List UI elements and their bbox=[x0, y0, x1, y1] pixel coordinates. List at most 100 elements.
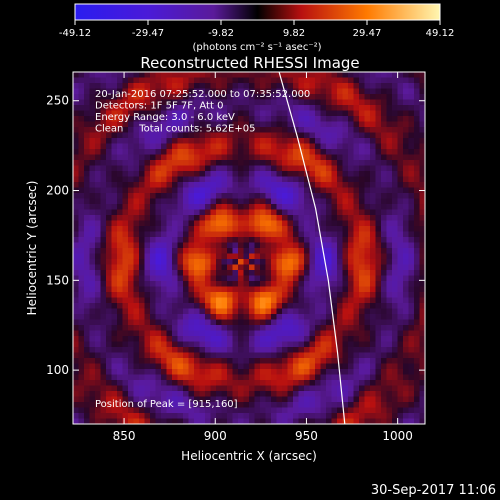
heatmap-cell bbox=[408, 292, 415, 299]
heatmap-cell bbox=[95, 132, 102, 139]
heatmap-cell bbox=[221, 380, 228, 387]
heatmap-cell bbox=[287, 297, 294, 304]
heatmap-cell bbox=[271, 385, 278, 392]
heatmap-cell bbox=[381, 253, 388, 260]
heatmap-cell bbox=[183, 231, 190, 238]
heatmap-cell bbox=[364, 325, 371, 332]
heatmap-cell bbox=[106, 171, 113, 178]
heatmap-cell bbox=[227, 308, 234, 315]
heatmap-cell bbox=[106, 72, 113, 79]
heatmap-cell bbox=[342, 259, 349, 266]
heatmap-cell bbox=[386, 182, 393, 189]
heatmap-cell bbox=[315, 391, 322, 398]
heatmap-cell bbox=[293, 171, 300, 178]
heatmap-cell bbox=[326, 363, 333, 370]
heatmap-cell bbox=[117, 385, 124, 392]
heatmap-cell bbox=[342, 88, 349, 95]
heatmap-cell bbox=[227, 110, 234, 117]
heatmap-cell bbox=[309, 363, 316, 370]
heatmap-cell bbox=[155, 88, 162, 95]
heatmap-cell bbox=[403, 242, 410, 249]
colorbar-gradient bbox=[74, 3, 441, 21]
heatmap-cell bbox=[221, 116, 228, 123]
heatmap-cell bbox=[304, 176, 311, 183]
heatmap-cell bbox=[271, 347, 278, 354]
heatmap-cell bbox=[419, 77, 425, 84]
heatmap-cell bbox=[260, 286, 267, 293]
heatmap-cell bbox=[397, 281, 404, 288]
heatmap-cell bbox=[364, 165, 371, 172]
heatmap-cell bbox=[287, 242, 294, 249]
heatmap-cell bbox=[315, 314, 322, 321]
heatmap-cell bbox=[73, 72, 80, 79]
heatmap-cell bbox=[73, 297, 80, 304]
heatmap-cell bbox=[392, 171, 399, 178]
heatmap-cell bbox=[353, 336, 360, 343]
heatmap-cell bbox=[210, 380, 217, 387]
heatmap-cell bbox=[337, 231, 344, 238]
heatmap-cell bbox=[326, 127, 333, 134]
heatmap-cell bbox=[95, 160, 102, 167]
heatmap-cell bbox=[304, 407, 311, 414]
heatmap-cell bbox=[78, 341, 85, 348]
heatmap-cell bbox=[304, 110, 311, 117]
heatmap-cell bbox=[337, 226, 344, 233]
heatmap-cell bbox=[254, 347, 261, 354]
heatmap-cell bbox=[144, 303, 151, 310]
heatmap-cell bbox=[249, 270, 256, 277]
heatmap-cell bbox=[84, 160, 91, 167]
heatmap-cell bbox=[216, 143, 223, 150]
heatmap-cell bbox=[320, 105, 327, 112]
heatmap-cell bbox=[392, 143, 399, 150]
heatmap-cell bbox=[73, 402, 80, 409]
heatmap-cell bbox=[381, 314, 388, 321]
heatmap-cell bbox=[309, 413, 316, 420]
heatmap-cell bbox=[414, 171, 421, 178]
heatmap-cell bbox=[293, 110, 300, 117]
heatmap-cell bbox=[95, 110, 102, 117]
heatmap-cell bbox=[243, 374, 250, 381]
heatmap-cell bbox=[381, 402, 388, 409]
heatmap-cell bbox=[155, 83, 162, 90]
heatmap-cell bbox=[282, 187, 289, 194]
heatmap-cell bbox=[221, 193, 228, 200]
heatmap-cell bbox=[414, 72, 421, 79]
heatmap-cell bbox=[419, 99, 425, 106]
heatmap-cell bbox=[221, 226, 228, 233]
heatmap-cell bbox=[271, 132, 278, 139]
heatmap-cell bbox=[265, 182, 272, 189]
heatmap-cell bbox=[370, 99, 377, 106]
heatmap-cell bbox=[375, 418, 382, 424]
heatmap-cell bbox=[419, 314, 425, 321]
heatmap-cell bbox=[375, 182, 382, 189]
heatmap-cell bbox=[254, 336, 261, 343]
heatmap-cell bbox=[282, 341, 289, 348]
heatmap-cell bbox=[199, 363, 206, 370]
heatmap-cell bbox=[106, 391, 113, 398]
heatmap-cell bbox=[150, 292, 157, 299]
heatmap-cell bbox=[353, 237, 360, 244]
heatmap-cell bbox=[397, 237, 404, 244]
heatmap-cell bbox=[282, 143, 289, 150]
heatmap-cell bbox=[122, 292, 129, 299]
heatmap-cell bbox=[133, 341, 140, 348]
heatmap-cell bbox=[392, 116, 399, 123]
heatmap-cell bbox=[166, 110, 173, 117]
heatmap-cell bbox=[249, 182, 256, 189]
heatmap-cell bbox=[111, 303, 118, 310]
heatmap-cell bbox=[172, 193, 179, 200]
heatmap-cell bbox=[210, 127, 217, 134]
heatmap-cell bbox=[315, 105, 322, 112]
heatmap-cell bbox=[117, 264, 124, 271]
heatmap-cell bbox=[144, 391, 151, 398]
heatmap-cell bbox=[227, 154, 234, 161]
heatmap-cell bbox=[271, 352, 278, 359]
heatmap-cell bbox=[243, 270, 250, 277]
heatmap-cell bbox=[227, 303, 234, 310]
heatmap-cell bbox=[364, 132, 371, 139]
heatmap-cell bbox=[216, 121, 223, 128]
heatmap-cell bbox=[282, 292, 289, 299]
heatmap-cell bbox=[177, 402, 184, 409]
heatmap-cell bbox=[320, 275, 327, 282]
